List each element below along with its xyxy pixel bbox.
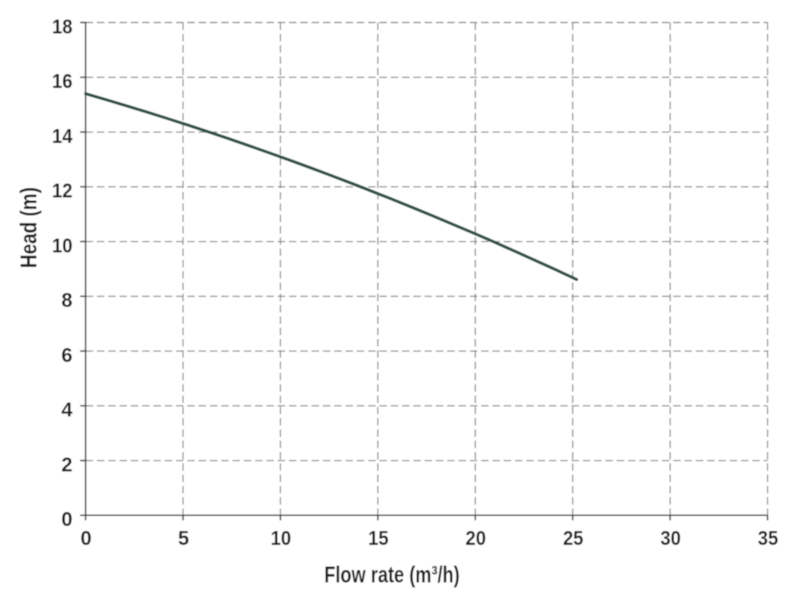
svg-text:Flow rate (m³/h): Flow rate (m³/h) — [324, 561, 460, 587]
svg-text:4: 4 — [61, 400, 73, 422]
svg-text:20: 20 — [466, 528, 487, 550]
svg-text:0: 0 — [61, 509, 72, 531]
svg-text:35: 35 — [758, 528, 779, 550]
svg-text:15: 15 — [368, 528, 389, 550]
svg-text:10: 10 — [271, 528, 292, 550]
svg-text:14: 14 — [52, 126, 73, 148]
svg-text:8: 8 — [61, 290, 72, 312]
svg-text:6: 6 — [61, 345, 72, 367]
svg-text:25: 25 — [563, 528, 584, 550]
svg-text:Head (m): Head (m) — [15, 187, 41, 268]
svg-text:16: 16 — [52, 71, 73, 93]
svg-text:30: 30 — [660, 528, 681, 550]
svg-text:18: 18 — [52, 16, 73, 38]
svg-text:12: 12 — [52, 181, 73, 203]
svg-text:5: 5 — [178, 528, 189, 550]
svg-text:2: 2 — [61, 454, 72, 476]
svg-text:0: 0 — [81, 528, 92, 550]
svg-text:10: 10 — [52, 235, 73, 257]
